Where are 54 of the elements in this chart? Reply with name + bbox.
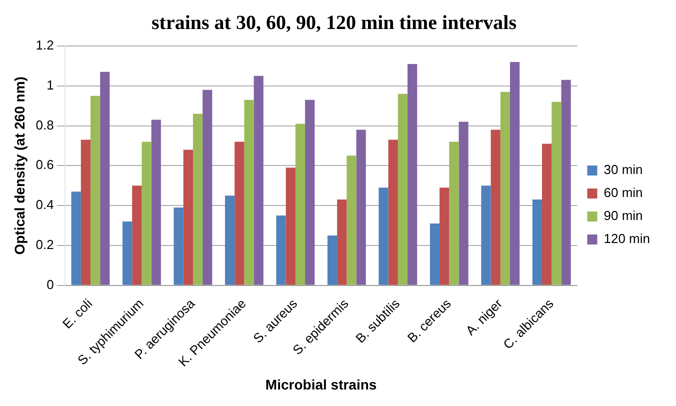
bar [234,142,244,285]
bar [561,80,571,285]
bar [142,142,152,285]
x-axis-title: Microbial strains [265,376,377,392]
bar [90,96,100,285]
bar [356,130,366,285]
bar [408,64,418,285]
bar [346,156,356,285]
bar [490,130,500,285]
bar [510,62,520,285]
y-tick-label: 0.6 [36,157,54,172]
bar [532,200,542,285]
bar [254,76,264,285]
bar [183,150,193,285]
chart-title: strains at 30, 60, 90, 120 min time intervals [152,12,517,34]
bar [500,92,510,285]
bar [80,140,90,285]
y-tick-label: 0.4 [36,197,54,212]
bar [327,235,338,285]
bar [449,142,459,285]
bar [122,221,132,285]
y-tick-label: 0.8 [36,117,54,132]
bar [430,223,440,285]
legend-label: 90 min [604,208,643,224]
bar [398,94,408,285]
bar [388,140,398,285]
bar [132,186,142,285]
bar [286,168,296,285]
bar [552,102,562,285]
bar [337,200,347,285]
y-tick-label: 0.2 [36,237,54,252]
bar [378,188,388,285]
legend-label: 60 min [604,185,643,200]
bar [458,122,468,285]
y-tick-label: 1 [46,77,54,92]
bar [202,90,212,285]
bar [244,100,254,285]
y-tick-label: 0 [46,276,54,292]
bar [481,186,491,285]
legend-label: 30 min [604,162,643,178]
bar [151,120,161,285]
bar [224,196,235,285]
legend-label: 120 min [604,231,650,246]
bar [192,114,203,285]
y-tick-label: 1.2 [36,38,54,53]
bar [295,124,306,285]
bar [305,100,315,285]
bar [71,192,81,285]
bar [174,208,184,285]
bar [100,72,110,285]
bar [276,216,286,285]
y-axis-title: Optical density (at 260 nm) [11,76,28,255]
bar [542,144,552,285]
bar [440,188,450,285]
